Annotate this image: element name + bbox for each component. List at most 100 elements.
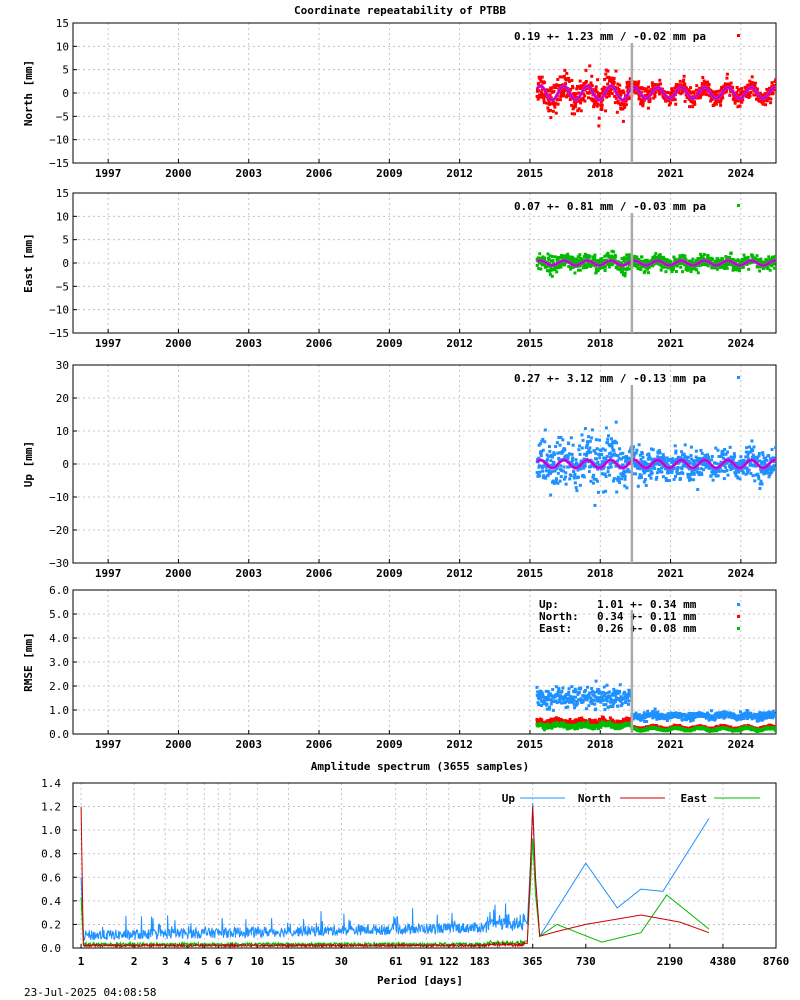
data-point (713, 468, 717, 472)
data-point (680, 84, 684, 88)
data-point (749, 461, 753, 465)
rmse-point (604, 703, 608, 707)
data-point (734, 471, 738, 475)
data-point (711, 97, 715, 101)
data-point (564, 88, 568, 92)
data-point (651, 86, 655, 90)
data-point (568, 452, 572, 456)
data-point (691, 95, 695, 99)
data-point (562, 91, 566, 95)
data-point (721, 86, 725, 90)
data-point (755, 97, 759, 101)
data-point (623, 484, 627, 488)
data-point (617, 478, 621, 482)
data-point (608, 76, 612, 80)
data-point (543, 256, 547, 260)
data-point (681, 457, 685, 461)
data-point (660, 456, 664, 460)
data-point (643, 469, 647, 473)
data-point (622, 91, 626, 95)
data-point (674, 102, 678, 106)
data-point (756, 459, 760, 463)
data-point (612, 77, 616, 81)
data-point (639, 259, 643, 263)
data-point (764, 103, 768, 107)
x-tick-label: 2000 (165, 738, 192, 751)
rmse-point (580, 716, 584, 720)
data-point (602, 88, 606, 92)
data-point (688, 105, 692, 109)
data-point (690, 472, 694, 476)
data-point (669, 260, 673, 264)
data-point (539, 451, 543, 455)
data-point (537, 266, 541, 270)
data-point (765, 264, 769, 268)
data-point (568, 88, 572, 92)
data-point (653, 92, 657, 96)
data-point (701, 92, 705, 96)
rmse-point (622, 697, 626, 701)
data-point (693, 260, 697, 264)
data-point (572, 476, 576, 480)
data-point (544, 476, 548, 480)
rmse-point (576, 727, 580, 731)
data-point (587, 435, 591, 439)
data-point (760, 470, 764, 474)
data-point (577, 255, 581, 259)
rmse-point (616, 704, 620, 708)
data-point (548, 261, 552, 265)
data-point (556, 451, 560, 455)
data-point (554, 83, 558, 87)
data-point (567, 94, 571, 98)
data-point (771, 261, 775, 265)
data-point (581, 98, 585, 102)
data-point (565, 93, 569, 97)
data-point (571, 86, 575, 90)
x-tick-label: 2012 (446, 337, 473, 350)
rmse-point (610, 693, 614, 697)
data-point (640, 255, 644, 259)
data-point (650, 258, 654, 262)
rmse-point (536, 690, 540, 694)
data-point (765, 458, 769, 462)
rmse-point (593, 702, 597, 706)
data-point (679, 265, 683, 269)
rmse-point (747, 715, 751, 719)
rmse-point (611, 705, 615, 709)
data-point (770, 264, 774, 268)
rmse-point (541, 694, 545, 698)
rmse-point (586, 720, 590, 724)
rmse-point (571, 700, 575, 704)
data-point (596, 91, 600, 95)
data-point (726, 450, 730, 454)
data-point (684, 257, 688, 261)
data-point (673, 475, 677, 479)
rmse-point (568, 694, 572, 698)
data-point (747, 445, 751, 449)
rmse-point (744, 715, 748, 719)
data-point (591, 255, 595, 259)
data-point (639, 475, 643, 479)
rmse-point (690, 711, 694, 715)
data-point (659, 268, 663, 272)
data-point (720, 85, 724, 89)
data-point (586, 442, 590, 446)
rmse-point (764, 714, 768, 718)
data-point (702, 253, 706, 257)
data-point (683, 254, 687, 258)
data-point (710, 454, 714, 458)
data-point (727, 263, 731, 267)
data-point (621, 451, 625, 455)
data-point (600, 107, 604, 111)
rmse-point (738, 714, 742, 718)
data-point (689, 259, 693, 263)
rmse-point (655, 717, 659, 721)
rmse-point (535, 685, 539, 689)
data-point (603, 472, 607, 476)
data-point (568, 477, 572, 481)
data-point (544, 469, 548, 473)
data-point (682, 78, 686, 82)
x-tick-label: 2015 (517, 567, 544, 580)
data-point (696, 467, 700, 471)
data-point (597, 452, 601, 456)
